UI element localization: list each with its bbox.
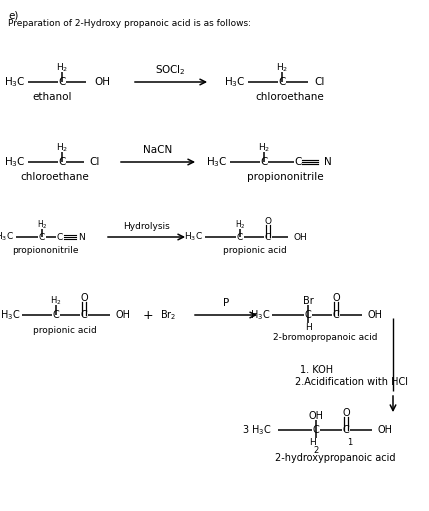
Text: OH: OH	[294, 233, 308, 242]
Text: N: N	[324, 157, 332, 167]
Text: Br: Br	[302, 296, 313, 306]
Text: C: C	[57, 233, 63, 242]
Text: O: O	[332, 293, 340, 303]
Text: H$_2$: H$_2$	[276, 62, 288, 74]
Text: chloroethane: chloroethane	[21, 172, 89, 182]
Text: 3 H$_3$C: 3 H$_3$C	[242, 423, 272, 437]
Text: C: C	[58, 157, 66, 167]
Text: N: N	[78, 233, 85, 242]
Text: 2-hydroxypropanoic acid: 2-hydroxypropanoic acid	[275, 453, 395, 463]
Text: propiononitrile: propiononitrile	[12, 245, 78, 254]
Text: C: C	[313, 425, 319, 435]
Text: Cl: Cl	[89, 157, 100, 167]
Text: Cl: Cl	[314, 77, 324, 87]
Text: C: C	[237, 233, 243, 242]
Text: H$_3$C: H$_3$C	[0, 308, 20, 322]
Text: C: C	[332, 310, 339, 320]
Text: H$_2$: H$_2$	[36, 219, 47, 231]
Text: H$_2$: H$_2$	[56, 142, 68, 154]
Text: e): e)	[8, 10, 18, 20]
Text: H$_2$: H$_2$	[50, 295, 62, 307]
Text: OH: OH	[115, 310, 130, 320]
Text: H: H	[308, 437, 315, 447]
Text: H$_2$: H$_2$	[235, 219, 245, 231]
Text: propionic acid: propionic acid	[223, 245, 287, 254]
Text: C: C	[53, 310, 59, 320]
Text: OH: OH	[94, 77, 110, 87]
Text: H$_3$C: H$_3$C	[4, 75, 26, 89]
Text: H$_3$C: H$_3$C	[4, 155, 26, 169]
Text: H$_3$C: H$_3$C	[250, 308, 270, 322]
Text: H: H	[305, 322, 311, 332]
Text: +: +	[143, 309, 153, 321]
Text: C: C	[260, 157, 268, 167]
Text: chloroethane: chloroethane	[256, 92, 324, 102]
Text: H$_3$C: H$_3$C	[206, 155, 228, 169]
Text: propionic acid: propionic acid	[33, 326, 97, 335]
Text: 2.Acidification with HCl: 2.Acidification with HCl	[295, 377, 408, 387]
Text: O: O	[342, 408, 350, 418]
Text: 1: 1	[347, 437, 353, 447]
Text: propiononitrile: propiononitrile	[247, 172, 323, 182]
Text: C: C	[265, 233, 271, 242]
Text: 2-bromopropanoic acid: 2-bromopropanoic acid	[273, 333, 377, 341]
Text: H$_3$C: H$_3$C	[224, 75, 246, 89]
Text: C: C	[81, 310, 88, 320]
Text: 2: 2	[313, 446, 319, 454]
Text: Hydrolysis: Hydrolysis	[124, 221, 170, 230]
Text: ethanol: ethanol	[32, 92, 72, 102]
Text: NaCN: NaCN	[143, 145, 172, 155]
Text: O: O	[265, 217, 272, 225]
Text: H$_2$: H$_2$	[56, 62, 68, 74]
Text: 1. KOH: 1. KOH	[300, 365, 333, 375]
Text: OH: OH	[377, 425, 392, 435]
Text: P: P	[223, 298, 229, 308]
Text: C: C	[305, 310, 311, 320]
Text: O: O	[80, 293, 88, 303]
Text: H$_3$C: H$_3$C	[0, 231, 14, 243]
Text: H$_2$: H$_2$	[258, 142, 270, 154]
Text: Br$_2$: Br$_2$	[160, 308, 176, 322]
Text: C: C	[278, 77, 286, 87]
Text: C: C	[39, 233, 45, 242]
Text: OH: OH	[367, 310, 382, 320]
Text: C: C	[294, 157, 302, 167]
Text: OH: OH	[308, 411, 323, 421]
Text: H$_3$C: H$_3$C	[184, 231, 203, 243]
Text: C: C	[343, 425, 349, 435]
Text: SOCl$_2$: SOCl$_2$	[154, 63, 185, 77]
Text: C: C	[58, 77, 66, 87]
Text: Preparation of 2-Hydroxy propanoic acid is as follows:: Preparation of 2-Hydroxy propanoic acid …	[8, 19, 251, 28]
